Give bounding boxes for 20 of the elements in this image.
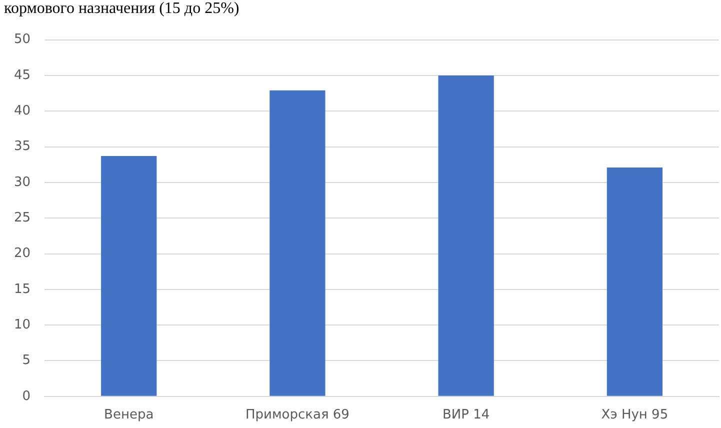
chart-title: кормового назначения (15 до 25%) <box>3 0 240 18</box>
y-tick-label: 40 <box>14 103 31 118</box>
y-tick-label: 15 <box>14 282 31 297</box>
y-tick-label: 0 <box>22 388 31 404</box>
bar <box>101 156 157 396</box>
x-tick-label: Хэ Нун 95 <box>601 408 668 423</box>
x-tick-label: Приморская 69 <box>245 408 350 423</box>
y-tick-label: 35 <box>14 139 31 154</box>
y-tick-label: 20 <box>14 246 31 262</box>
x-tick-label: Венера <box>104 408 154 423</box>
y-tick-label: 25 <box>14 210 31 226</box>
bar <box>438 75 494 396</box>
y-tick-label: 50 <box>14 32 31 48</box>
y-tick-label: 30 <box>14 174 31 190</box>
y-tick-label: 45 <box>14 68 31 83</box>
bar <box>270 90 326 396</box>
y-tick-label: 5 <box>22 353 31 368</box>
y-tick-label: 10 <box>14 317 31 332</box>
x-tick-label: ВИР 14 <box>442 408 490 423</box>
bar <box>606 167 663 396</box>
